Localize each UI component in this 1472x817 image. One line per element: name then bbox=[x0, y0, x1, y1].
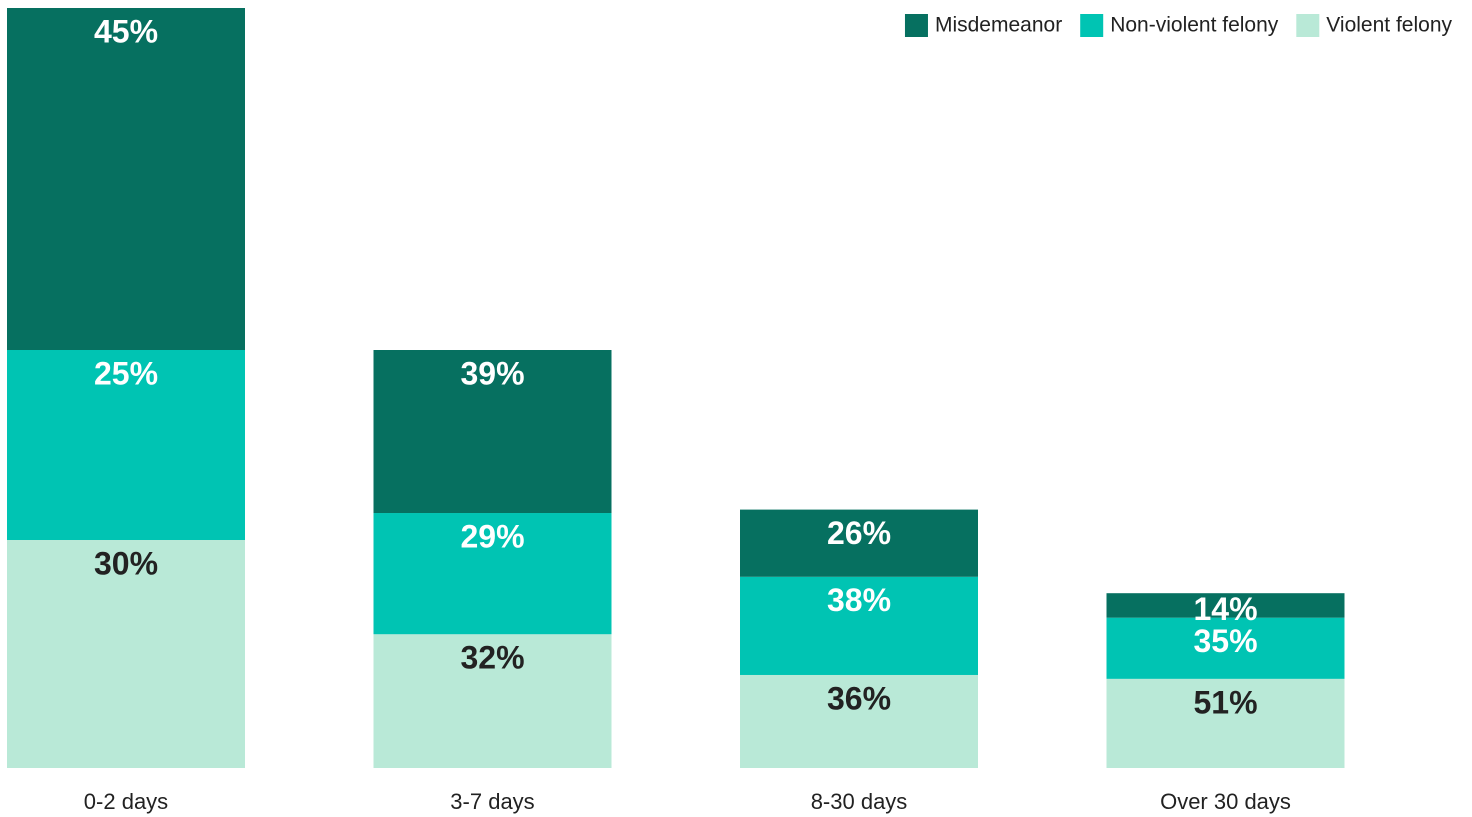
bar-segment bbox=[1106, 617, 1345, 679]
x-tick-label: 3-7 days bbox=[450, 789, 534, 814]
bar-segment bbox=[373, 350, 612, 514]
legend-label: Misdemeanor bbox=[935, 14, 1062, 37]
legend-label: Violent felony bbox=[1326, 14, 1452, 37]
x-tick-label: 8-30 days bbox=[811, 789, 908, 814]
bar-segment bbox=[7, 8, 245, 350]
value-label: 45% bbox=[94, 13, 158, 49]
bar-segment bbox=[373, 634, 612, 768]
value-label: 25% bbox=[94, 355, 158, 391]
bar-segment bbox=[740, 509, 978, 577]
value-label: 51% bbox=[1193, 684, 1257, 720]
value-label: 26% bbox=[827, 515, 891, 551]
value-label: 30% bbox=[94, 545, 158, 581]
bar-segment bbox=[373, 513, 612, 635]
value-label: 35% bbox=[1193, 623, 1257, 659]
legend-swatch bbox=[1080, 14, 1104, 37]
value-label: 32% bbox=[460, 640, 524, 676]
value-label: 29% bbox=[460, 518, 524, 554]
legend-swatch bbox=[1296, 14, 1320, 37]
x-tick-label: Over 30 days bbox=[1160, 789, 1291, 814]
bar-segment bbox=[1106, 593, 1345, 618]
bar-segment bbox=[1106, 678, 1345, 768]
value-label: 39% bbox=[460, 355, 524, 391]
legend-swatch bbox=[904, 14, 928, 37]
bar-segment bbox=[740, 674, 978, 768]
value-label: 36% bbox=[827, 680, 891, 716]
legend-label: Non-violent felony bbox=[1110, 14, 1279, 37]
value-label: 14% bbox=[1193, 591, 1257, 627]
x-tick-label: 0-2 days bbox=[84, 789, 168, 814]
bar-segment bbox=[740, 576, 978, 675]
bar-segment bbox=[7, 540, 245, 768]
bar-segment bbox=[7, 350, 245, 540]
value-label: 38% bbox=[827, 582, 891, 618]
